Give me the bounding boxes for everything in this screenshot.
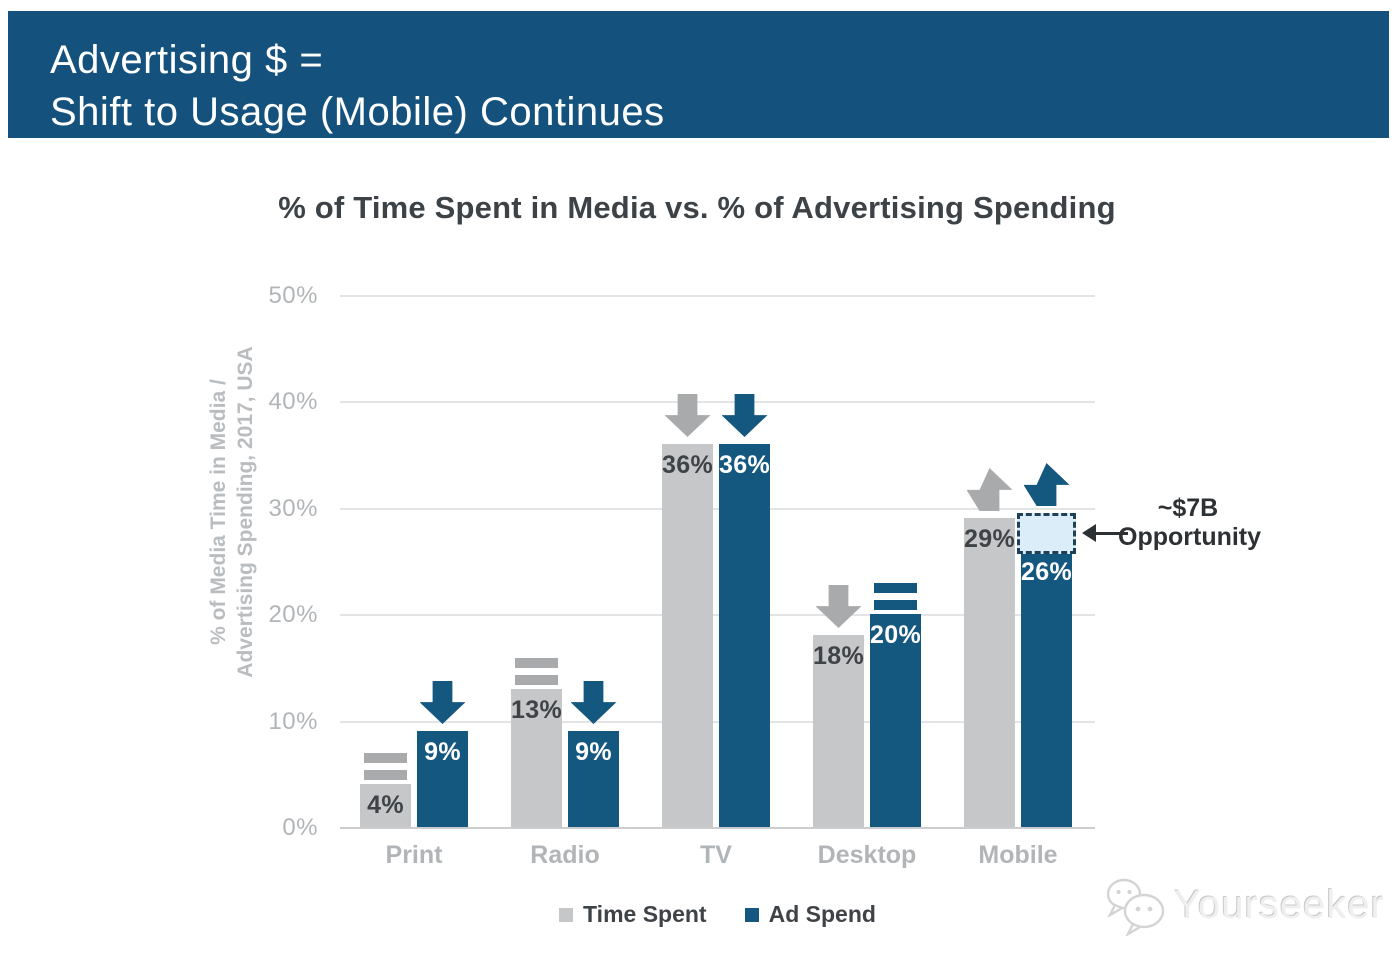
- legend-label-ad-spend: Ad Spend: [768, 901, 876, 927]
- down-arrow-icon: [570, 681, 617, 724]
- legend-label-time-spent: Time Spent: [583, 901, 707, 927]
- opportunity-annotation: ~$7B Opportunity: [1118, 494, 1262, 552]
- value-label-time-spent-tv: 36%: [662, 451, 713, 479]
- y-tick-label-20: 20%: [268, 601, 318, 628]
- bar-time-spent-tv: [662, 444, 713, 827]
- down-arrow-icon: [419, 681, 466, 724]
- equals-bar: [515, 675, 558, 685]
- equals-bar: [364, 753, 407, 763]
- equals-icon: [515, 658, 558, 685]
- bar-time-spent-print: [360, 784, 411, 827]
- ad-spend-swatch-icon: [744, 907, 759, 922]
- banner-title-line2: Shift to Usage (Mobile) Continues: [50, 90, 665, 134]
- watermark-text: Yourseeker: [1174, 882, 1385, 927]
- value-label-ad-spend-print: 9%: [424, 738, 461, 766]
- value-label-ad-spend-radio: 9%: [575, 738, 612, 766]
- x-category-label-print: Print: [385, 841, 443, 869]
- up-arrow-icon: [1023, 463, 1070, 506]
- value-label-time-spent-desktop: 18%: [813, 642, 864, 670]
- gridline-10: [340, 721, 1095, 723]
- bar-ad-spend-desktop: [870, 614, 921, 827]
- value-label-ad-spend-tv: 36%: [719, 451, 770, 479]
- value-label-time-spent-mobile: 29%: [964, 525, 1015, 553]
- bar-ad-spend-tv: [719, 444, 770, 827]
- equals-bar: [874, 583, 917, 593]
- y-tick-label-10: 10%: [268, 708, 318, 735]
- time-spent-swatch-icon: [559, 907, 574, 922]
- header-banner: Advertising $ = Shift to Usage (Mobile) …: [8, 11, 1389, 138]
- gridline-40: [340, 401, 1095, 403]
- bar-time-spent-radio: [511, 689, 562, 827]
- equals-icon: [874, 583, 917, 610]
- bar-time-spent-mobile: [964, 518, 1015, 827]
- bar-ad-spend-radio: [568, 731, 619, 827]
- y-tick-label-30: 30%: [268, 495, 318, 522]
- equals-bar: [364, 770, 407, 780]
- watermark: Yourseeker: [1102, 874, 1385, 936]
- annotation-arrow-line: [1094, 531, 1128, 535]
- x-category-label-desktop: Desktop: [817, 841, 917, 869]
- bar-time-spent-desktop: [813, 635, 864, 827]
- value-label-ad-spend-mobile: 26%: [1021, 558, 1072, 586]
- down-arrow-icon: [815, 585, 862, 628]
- value-label-time-spent-radio: 13%: [511, 696, 562, 724]
- banner-title-line1: Advertising $ =: [50, 38, 324, 82]
- gridline-50: [340, 295, 1095, 297]
- opportunity-annotation-line1: ~$7B: [1157, 494, 1219, 522]
- x-axis-line: [340, 827, 1095, 829]
- legend-item-ad-spend: Ad Spend: [744, 901, 876, 928]
- up-arrow-icon: [966, 468, 1013, 511]
- chart-title: % of Time Spent in Media vs. % of Advert…: [278, 190, 1116, 225]
- legend: Time Spent Ad Spend: [340, 901, 1095, 928]
- x-category-label-mobile: Mobile: [978, 841, 1058, 869]
- y-tick-label-40: 40%: [268, 388, 318, 415]
- y-tick-label-50: 50%: [268, 282, 318, 309]
- value-label-ad-spend-desktop: 20%: [870, 621, 921, 649]
- value-label-time-spent-print: 4%: [367, 791, 404, 819]
- bar-ad-spend-print: [417, 731, 468, 827]
- y-tick-label-0: 0%: [282, 814, 318, 841]
- x-category-label-radio: Radio: [530, 841, 600, 869]
- chat-bubbles-logo-icon: [1106, 878, 1165, 936]
- equals-bar: [874, 600, 917, 610]
- gridline-20: [340, 614, 1095, 616]
- gridline-30: [340, 508, 1095, 510]
- opportunity-dashed-box: [1017, 513, 1076, 554]
- legend-item-time-spent: Time Spent: [559, 901, 707, 928]
- annotation-arrow-head-icon: [1082, 523, 1096, 542]
- bar-ad-spend-mobile: [1021, 550, 1072, 827]
- opportunity-annotation-line2: Opportunity: [1118, 523, 1262, 551]
- x-category-label-tv: TV: [700, 841, 732, 869]
- equals-bar: [515, 658, 558, 668]
- equals-icon: [364, 753, 407, 780]
